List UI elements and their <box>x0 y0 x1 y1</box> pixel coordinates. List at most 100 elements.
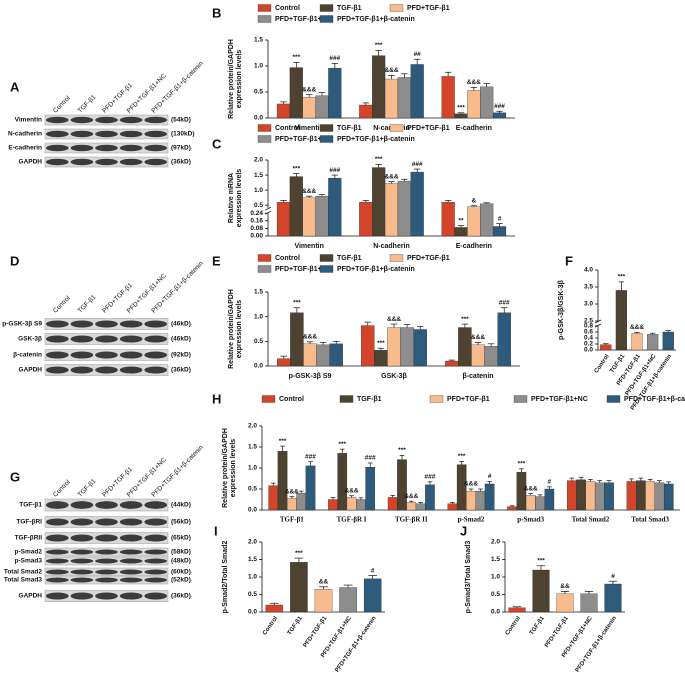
bar <box>387 327 401 367</box>
y-tick-label: 0.0 <box>584 347 593 354</box>
blot-band <box>144 549 168 555</box>
bar <box>397 77 411 119</box>
bar <box>580 593 598 613</box>
lane-label: Control <box>52 478 72 498</box>
bar <box>302 97 316 119</box>
lane-label: Control <box>52 294 72 314</box>
legend-swatch <box>257 254 272 262</box>
x-tick-label: PFD+TGF-β1 <box>303 615 329 649</box>
bar <box>492 226 507 237</box>
bar <box>365 467 376 511</box>
significance-label: ### <box>412 161 423 168</box>
bar <box>458 327 472 367</box>
bar <box>525 495 536 511</box>
panel-label: B <box>212 5 221 20</box>
bar <box>646 334 659 351</box>
lane-label: PFD+TGF-β1+NC <box>126 72 168 114</box>
significance-label: ### <box>305 453 316 460</box>
legend-swatch <box>606 395 621 403</box>
bar <box>466 490 476 511</box>
bar <box>604 482 614 511</box>
significance-label: ** <box>458 217 464 224</box>
lane-label: PFD+TGF-β1+NC <box>126 456 168 498</box>
y-tick-label: 1.0 <box>254 187 263 194</box>
panel-label: J <box>460 523 467 538</box>
bar <box>410 171 424 237</box>
y-tick-label: 1.0 <box>248 465 257 472</box>
blot-band <box>95 116 118 124</box>
significance-label: *** <box>457 105 465 112</box>
blot-band <box>144 592 168 600</box>
blot-band <box>144 116 168 124</box>
x-tick-label: TGF-βR I <box>337 516 367 524</box>
significance-label: *** <box>398 447 406 454</box>
blot-band <box>119 351 143 359</box>
y-axis-label: p-Smad3/Total Smad3 <box>465 540 472 614</box>
significance-label: &&& <box>387 316 401 323</box>
blot-band <box>119 144 143 152</box>
blot-band <box>70 144 94 152</box>
bar <box>276 202 291 237</box>
legend-label: Control <box>275 5 300 12</box>
blot-row-label: p-GSK-3β S9 <box>2 321 42 328</box>
bar <box>290 312 304 367</box>
lane-label: PFD+TGF-β1+β-catenin <box>150 444 205 499</box>
blot-band <box>45 569 69 575</box>
blot-band <box>45 130 69 138</box>
blot-band <box>119 158 143 166</box>
y-tick-label: 0.0 <box>248 609 257 616</box>
blot-size-label: (36kD) <box>171 593 191 600</box>
blot-band <box>144 351 168 359</box>
y-tick-label: 2.0 <box>254 157 263 164</box>
blot-row-label: GAPDH <box>19 367 43 374</box>
bar <box>585 481 596 511</box>
bar <box>372 55 386 119</box>
bar <box>662 331 674 351</box>
blot-band <box>70 577 94 583</box>
legend-swatch <box>339 395 354 403</box>
y-axis-label: Relative protein/GAPDH expression levels <box>222 428 237 508</box>
blot-band <box>70 569 94 575</box>
legend-swatch <box>257 4 272 12</box>
bar <box>544 488 555 511</box>
bar <box>356 499 366 511</box>
y-tick-label: 0.5 <box>248 486 257 493</box>
blot-size-label: (36kD) <box>171 159 191 166</box>
significance-label: &&& <box>464 481 478 488</box>
blot-size-label: (58kD) <box>171 549 191 556</box>
y-tick-label: 0.0 <box>491 609 500 616</box>
legend-label: PFD+TGF-β1 <box>407 5 450 12</box>
bar <box>372 167 386 237</box>
y-tick-label: 0.2 <box>584 341 593 348</box>
legend-swatch <box>257 265 272 273</box>
bar <box>663 483 674 511</box>
y-tick-label: 1.5 <box>248 556 257 563</box>
significance-label: # <box>548 479 552 486</box>
bar <box>645 481 655 511</box>
blot-row-label: p-Smad3 <box>15 558 43 565</box>
blot-band <box>95 501 118 509</box>
bar <box>277 451 288 511</box>
bar <box>276 103 291 119</box>
legend-label: PFD+TGF-β1 <box>407 125 450 132</box>
bar <box>454 113 468 119</box>
blot-band <box>70 534 94 542</box>
bar <box>302 197 316 237</box>
legend-swatch <box>261 395 276 403</box>
significance-label: *** <box>295 550 303 557</box>
significance-label: ### <box>424 474 435 481</box>
bar <box>535 496 545 511</box>
bar <box>384 183 399 237</box>
significance-label: &&& <box>384 173 398 180</box>
significance-label: # <box>498 215 502 222</box>
blot-band <box>144 158 168 166</box>
blot-row-label: GSK-3β <box>18 336 42 343</box>
blot-size-label: (65kD) <box>171 535 191 542</box>
y-tick-label: 0.0 <box>254 115 263 122</box>
bar <box>346 497 357 511</box>
blot-size-label: (130kD) <box>171 131 194 138</box>
significance-label: *** <box>458 453 466 460</box>
x-tick-label: PFD+TGF-β1+β-catenin <box>334 615 377 673</box>
y-tick-label: 1.5 <box>254 172 263 179</box>
